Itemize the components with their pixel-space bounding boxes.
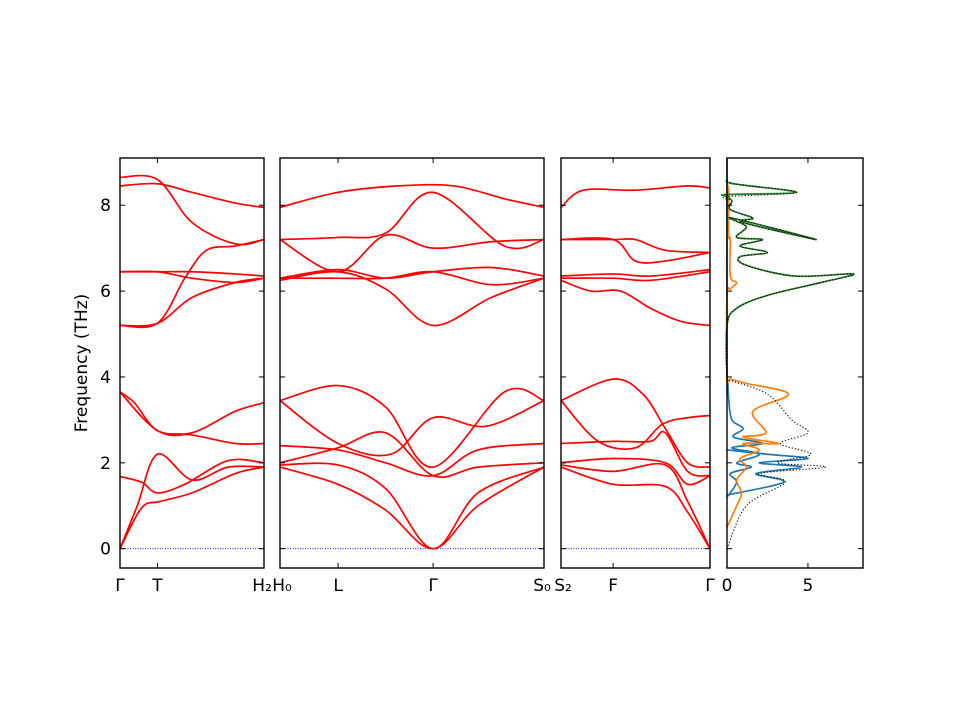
phonon-band-12 bbox=[279, 183, 545, 209]
phonon-band-5 bbox=[279, 399, 545, 457]
phonon-band-2 bbox=[279, 462, 545, 550]
axes-frame bbox=[279, 157, 545, 569]
phonon-band-5 bbox=[560, 399, 711, 450]
x-tick-label: Γ bbox=[428, 576, 438, 596]
y-tick-label: 0 bbox=[100, 540, 111, 560]
phonon-band-6 bbox=[279, 384, 545, 468]
x-tick-label: L bbox=[333, 576, 343, 596]
phonon-band-10 bbox=[560, 237, 711, 264]
phonon-band-4 bbox=[279, 442, 545, 477]
y-tick-label: 6 bbox=[100, 282, 111, 302]
phonon-band-1 bbox=[119, 453, 265, 549]
phonon-band-6 bbox=[119, 238, 265, 329]
y-tick-label: 4 bbox=[100, 368, 111, 388]
phonon-band-5 bbox=[119, 391, 265, 437]
phonon-band-1 bbox=[560, 466, 711, 550]
x-tick-label: Γ bbox=[705, 576, 715, 596]
x-tick-label: 5 bbox=[803, 576, 814, 596]
band-path-1: 0 2 4 6 8 Γ T H₂ Frequency (THz) bbox=[72, 157, 272, 596]
phonon-band-7 bbox=[560, 279, 711, 327]
phonon-band-10 bbox=[119, 182, 265, 209]
y-tick-label: 2 bbox=[100, 454, 111, 474]
phonon-band-9 bbox=[560, 268, 711, 278]
dos-curve-3 bbox=[725, 183, 790, 528]
y-tick-label: 8 bbox=[100, 196, 111, 216]
x-tick-label: S₀ bbox=[533, 576, 551, 596]
phonon-band-10 bbox=[279, 233, 545, 273]
phonon-band-2 bbox=[119, 466, 265, 550]
phonon-band-4 bbox=[560, 430, 711, 477]
phonon-band-4 bbox=[119, 391, 265, 445]
x-tick-label: T bbox=[151, 576, 163, 596]
phonon-band-11 bbox=[279, 191, 545, 250]
phonon-band-8 bbox=[280, 270, 545, 286]
phonon-band-1 bbox=[279, 466, 545, 550]
phonon-band-7 bbox=[279, 270, 545, 327]
phonon-band-12 bbox=[560, 185, 711, 209]
axes-frame bbox=[560, 157, 711, 569]
phonon-band-3 bbox=[560, 457, 711, 486]
x-tick-label: H₀ bbox=[272, 576, 292, 596]
phonon-band-9 bbox=[279, 266, 545, 280]
axes-frame bbox=[119, 157, 265, 569]
dos-curve-5 bbox=[722, 179, 855, 549]
axes-frame bbox=[726, 157, 864, 569]
phonon-band-3 bbox=[119, 458, 265, 494]
phonon-band-2 bbox=[560, 462, 711, 550]
x-tick-label: 0 bbox=[722, 576, 733, 596]
band-path-3: S₂ F Γ bbox=[554, 157, 715, 596]
x-tick-label: Γ bbox=[115, 576, 125, 596]
x-tick-label: S₂ bbox=[554, 576, 572, 596]
x-tick-label: F bbox=[608, 576, 618, 596]
phonon-band-6 bbox=[560, 378, 711, 468]
phonon-band-3 bbox=[279, 431, 545, 478]
phonon-band-7 bbox=[119, 277, 265, 327]
dos-curve-4 bbox=[720, 178, 855, 377]
phonon-band-8 bbox=[560, 270, 711, 282]
phonon-band-9 bbox=[120, 270, 265, 277]
x-tick-label: H₂ bbox=[252, 576, 272, 596]
y-axis-label: Frequency (THz) bbox=[72, 294, 92, 433]
phonon-band-11 bbox=[560, 237, 711, 254]
band-path-2: H₀ L Γ S₀ bbox=[272, 157, 551, 596]
dos-curve-2 bbox=[726, 449, 809, 496]
dos-curve-1 bbox=[726, 157, 764, 498]
phonon-band-11 bbox=[119, 174, 265, 246]
